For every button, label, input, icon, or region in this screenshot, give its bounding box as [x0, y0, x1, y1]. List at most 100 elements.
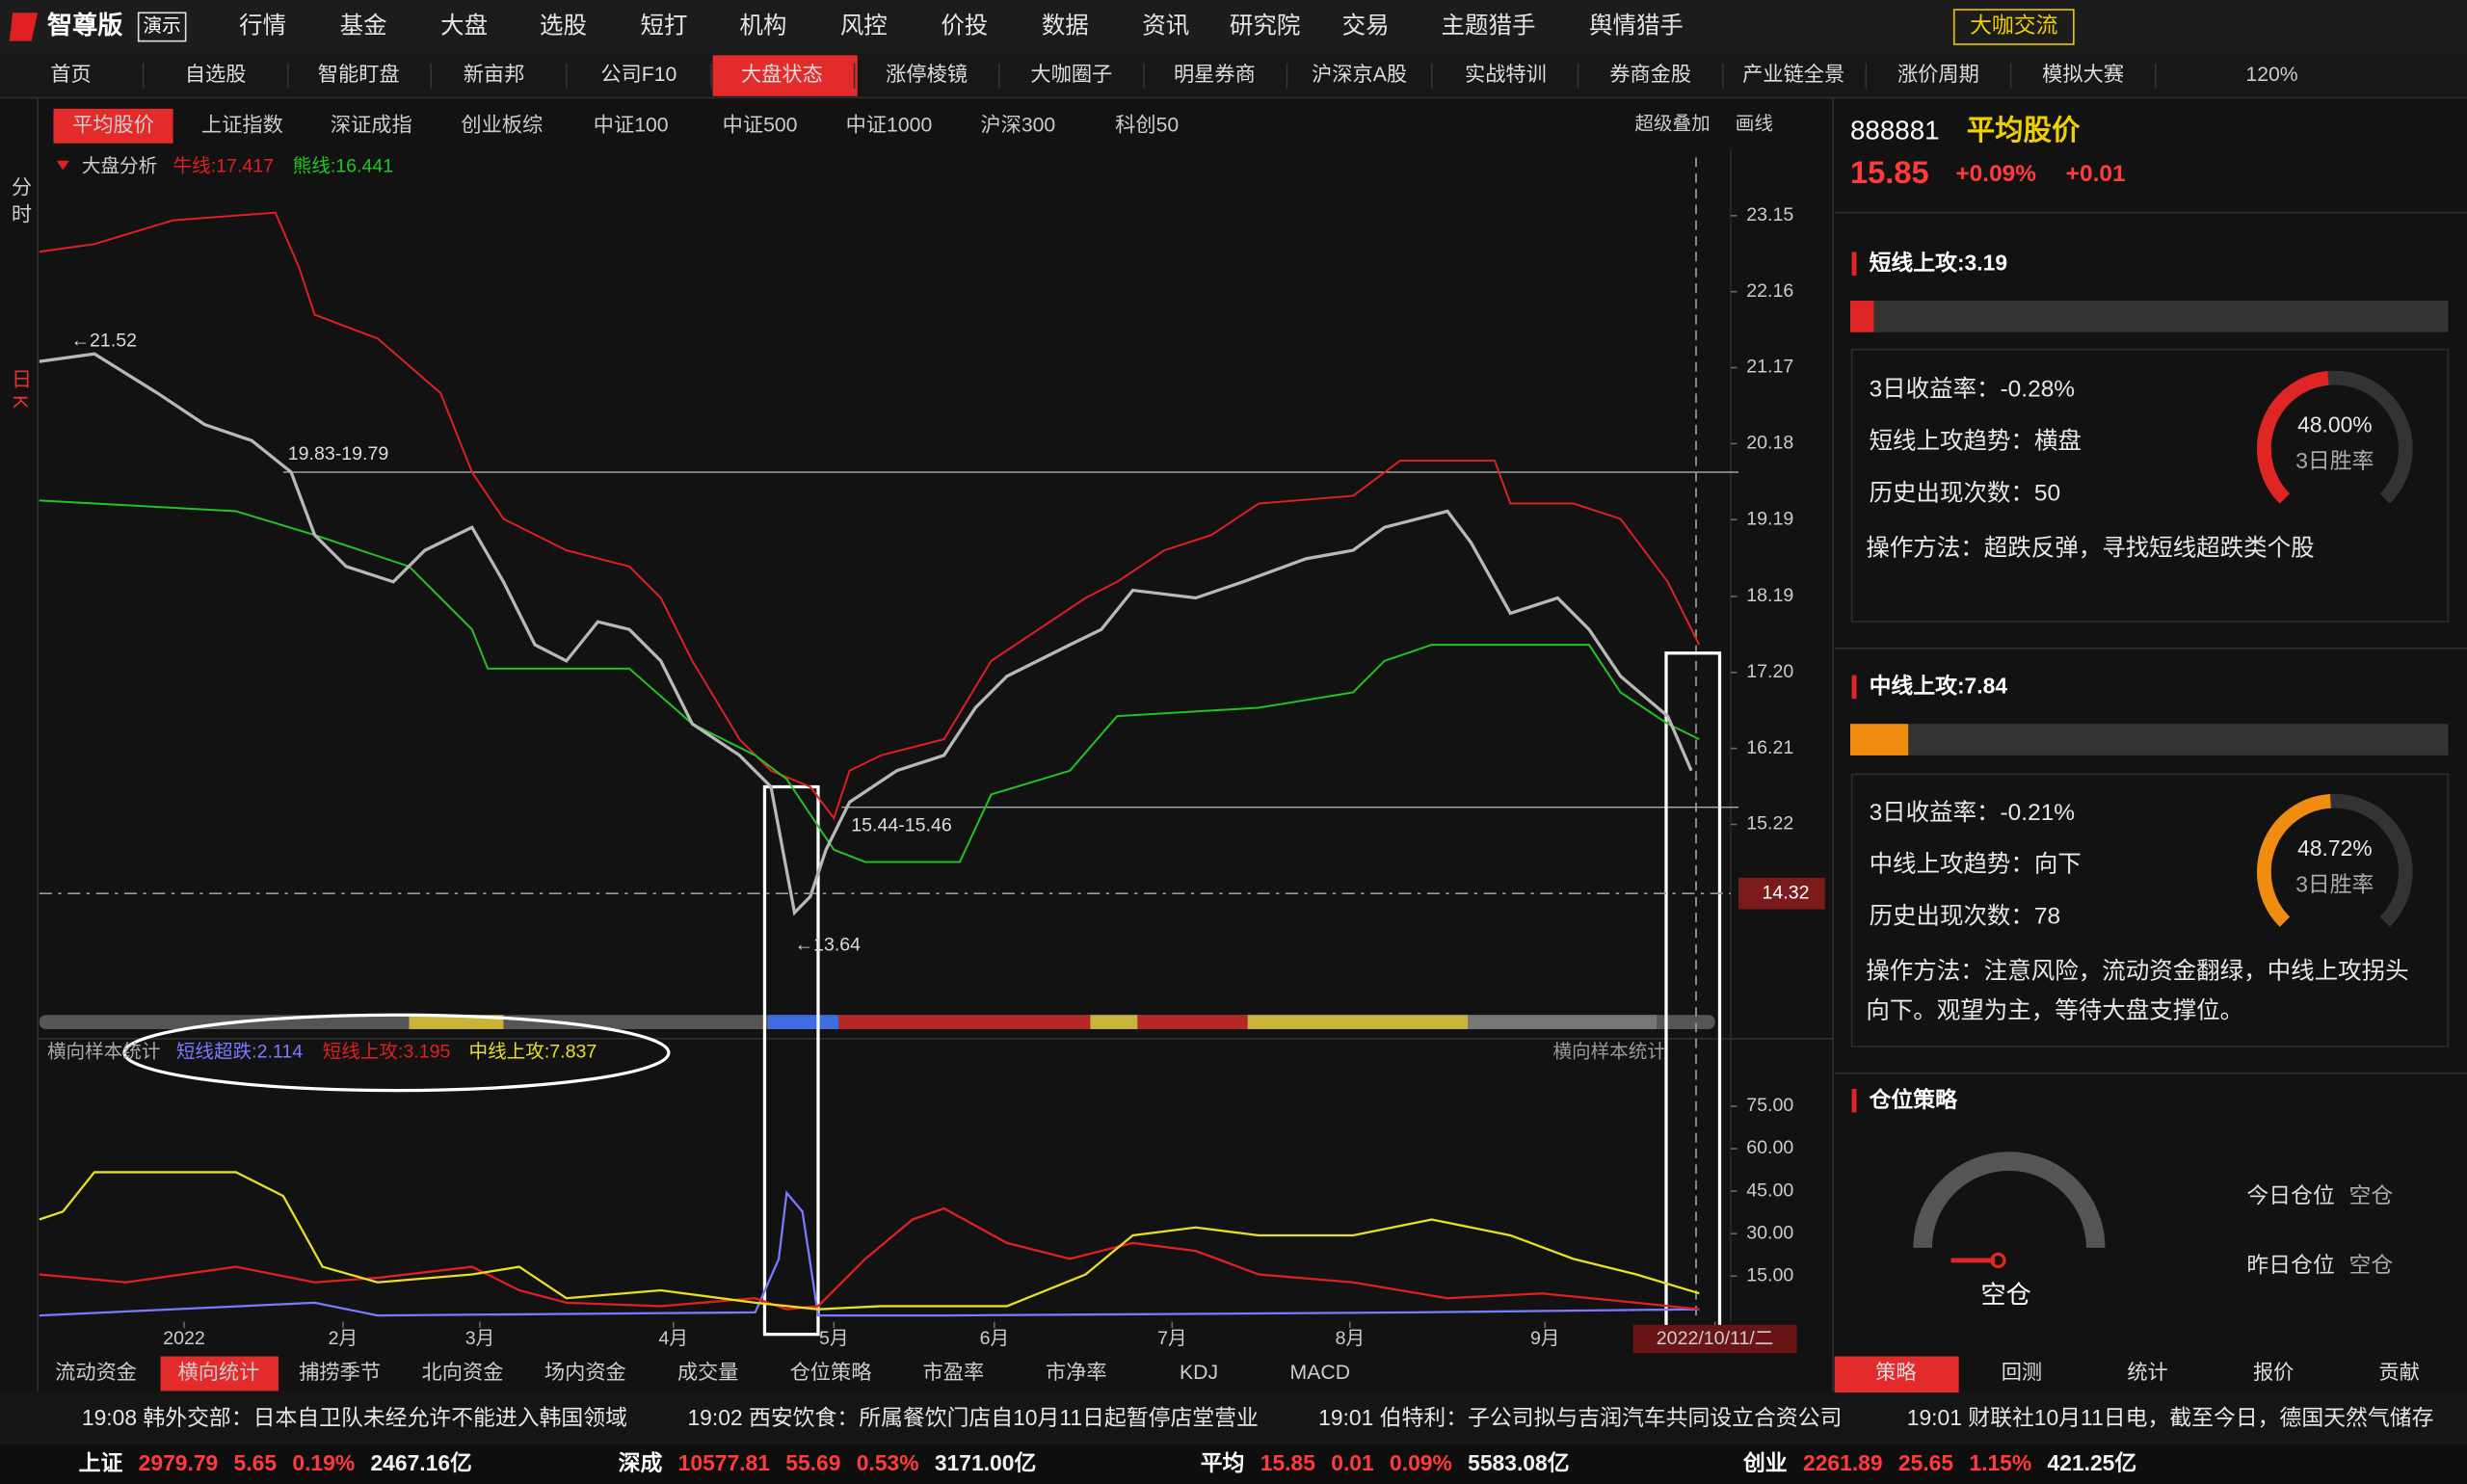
quote-name: 平均 [1201, 1450, 1245, 1475]
y-tick-label: 45.00 [1746, 1179, 1793, 1201]
menu-item[interactable]: 价投 [941, 12, 988, 39]
gauge-title: 3日胜率 [2295, 448, 2374, 473]
tab[interactable]: 产业链全景 [1742, 63, 1844, 86]
highlight-ellipse [122, 1013, 671, 1093]
series-line [39, 1190, 1700, 1317]
menu-item[interactable]: 交易 [1342, 12, 1390, 39]
quote-pct: 0.09% [1390, 1450, 1452, 1475]
menu-button[interactable]: 大咖交流 [1970, 13, 2058, 38]
card [1850, 348, 2450, 623]
annotation: ←13.64 [794, 935, 861, 956]
active-index-tab [53, 108, 173, 144]
quote-volume: 3171.00亿 [935, 1450, 1036, 1475]
section-title: 中线上攻:7.84 [1870, 674, 2008, 699]
menu-item[interactable]: 研究院 [1230, 12, 1300, 39]
index-tab[interactable]: 平均股价 [72, 113, 154, 136]
chart-tab[interactable]: 市盈率 [923, 1361, 985, 1384]
tab[interactable]: 智能盯盘 [318, 63, 400, 86]
logo-icon [9, 13, 39, 41]
side-tab[interactable]: 日K [9, 368, 31, 414]
tab[interactable]: 公司F10 [600, 64, 676, 86]
chart-tab[interactable]: 捕捞季节 [299, 1361, 381, 1384]
index-tab[interactable]: 科创50 [1115, 113, 1179, 136]
position-label: 昨日仓位 [2246, 1253, 2334, 1278]
tab[interactable]: 券商金股 [1609, 63, 1691, 86]
tab[interactable]: 涨价周期 [1897, 63, 1979, 86]
menu-item[interactable]: 大盘 [440, 12, 488, 39]
index-tab[interactable]: 中证500 [723, 113, 798, 136]
quote-pct: 0.19% [292, 1450, 355, 1475]
side-tab[interactable]: 分时 [9, 176, 32, 230]
index-tab[interactable]: 沪深300 [980, 113, 1055, 136]
legend-title: 大盘分析 [82, 155, 157, 176]
chart-tab[interactable]: 流动资金 [55, 1361, 137, 1384]
strategy-tab[interactable]: 策略 [1875, 1361, 1916, 1384]
annotation: ←21.52 [70, 331, 137, 352]
y-tick-label: 18.19 [1746, 585, 1793, 606]
quote-pct: 0.53% [857, 1450, 919, 1475]
chart-tab[interactable]: 北向资金 [422, 1361, 504, 1384]
chart-tool[interactable]: 超级叠加 [1634, 113, 1710, 134]
x-tick-label: 9月 [1530, 1328, 1559, 1349]
strategy-tab[interactable]: 报价 [2253, 1361, 2294, 1384]
menu-item[interactable]: 短打 [641, 12, 688, 39]
news-item[interactable]: 19:02 西安饮食：所属餐饮门店自10月11日起暂停店堂营业 [687, 1405, 1258, 1430]
chart-tab[interactable]: 市净率 [1046, 1361, 1107, 1384]
tab[interactable]: 涨停棱镜 [886, 63, 968, 86]
tab[interactable]: 实战特训 [1465, 63, 1547, 86]
strategy-tab[interactable]: 回测 [2002, 1361, 2042, 1384]
tab[interactable]: 沪深京A股 [1312, 63, 1407, 86]
menu-item[interactable]: 风控 [840, 12, 888, 39]
stock-code: 888881 [1850, 116, 1940, 146]
menu-item[interactable]: 选股 [540, 12, 587, 39]
tab[interactable]: 大盘状态 [741, 63, 823, 86]
tab[interactable]: 明星券商 [1174, 63, 1256, 86]
position-label: 今日仓位 [2246, 1183, 2334, 1208]
menu-item[interactable]: 基金 [340, 12, 387, 39]
info-row: 短线上攻趋势：横盘 [1870, 427, 2082, 454]
x-tick-label: 7月 [1157, 1328, 1186, 1349]
index-tab[interactable]: 中证1000 [846, 113, 933, 136]
chart-tab[interactable]: 成交量 [677, 1361, 739, 1384]
quote-change: 55.69 [785, 1450, 840, 1475]
tab[interactable]: 新亩邦 [464, 63, 525, 86]
menu-item[interactable]: 资讯 [1142, 12, 1189, 39]
tab-bar [0, 53, 2467, 98]
tab[interactable]: 首页 [50, 63, 91, 86]
quote-name: 上证 [79, 1450, 123, 1475]
stock-pct: +0.09% [1955, 161, 2036, 187]
stock-price: 15.85 [1850, 154, 1929, 190]
menu-item[interactable]: 机构 [739, 12, 786, 39]
menu-item[interactable]: 数据 [1042, 12, 1089, 39]
tab[interactable]: 自选股 [185, 63, 247, 86]
index-tab[interactable]: 上证指数 [201, 113, 283, 136]
index-quote: 上证 2979.79 5.65 0.19% 2467.16亿 [79, 1450, 472, 1475]
strategy-tab[interactable]: 统计 [2127, 1361, 2167, 1384]
news-bar [0, 1391, 2467, 1444]
index-tab[interactable]: 深证成指 [331, 113, 412, 136]
chart-tab[interactable]: MACD [1290, 1362, 1350, 1384]
y-tick-label: 60.00 [1746, 1137, 1793, 1158]
card [1850, 773, 2450, 1047]
menu-item[interactable]: 舆情猎手 [1589, 12, 1684, 39]
tab[interactable]: 模拟大赛 [2042, 63, 2124, 86]
news-item[interactable]: 19:01 伯特利：子公司拟与吉润汽车共同设立合资公司 [1318, 1405, 1842, 1430]
chart-tab[interactable]: KDJ [1180, 1362, 1218, 1384]
index-quote: 平均 15.85 0.01 0.09% 5583.08亿 [1201, 1450, 1570, 1475]
gauge-value: 48.00% [2297, 412, 2372, 437]
method-text-body: 操作方法：超跌反弹，寻找短线超跌类个股 [1866, 535, 2315, 563]
chart-tab[interactable]: 场内资金 [544, 1361, 626, 1384]
news-item[interactable]: 19:01 财联社10月11日电，截至今日，德国天然气储存 [1907, 1405, 2434, 1430]
index-tab[interactable]: 中证100 [594, 113, 669, 136]
strategy-tab[interactable]: 贡献 [2379, 1361, 2420, 1384]
menu-item[interactable]: 行情 [239, 12, 286, 39]
chart-tool[interactable]: 画线 [1736, 113, 1773, 134]
tab[interactable]: 大咖圈子 [1030, 63, 1112, 86]
chart-tab[interactable]: 仓位策略 [790, 1361, 872, 1384]
chart-tab[interactable]: 横向统计 [177, 1361, 259, 1384]
index-tab[interactable]: 创业板综 [461, 113, 543, 136]
date-tag [1632, 1324, 1797, 1354]
menu-item[interactable]: 主题猎手 [1442, 12, 1536, 39]
news-item[interactable]: 19:08 韩外交部：日本自卫队未经允许不能进入韩国领域 [82, 1405, 627, 1430]
